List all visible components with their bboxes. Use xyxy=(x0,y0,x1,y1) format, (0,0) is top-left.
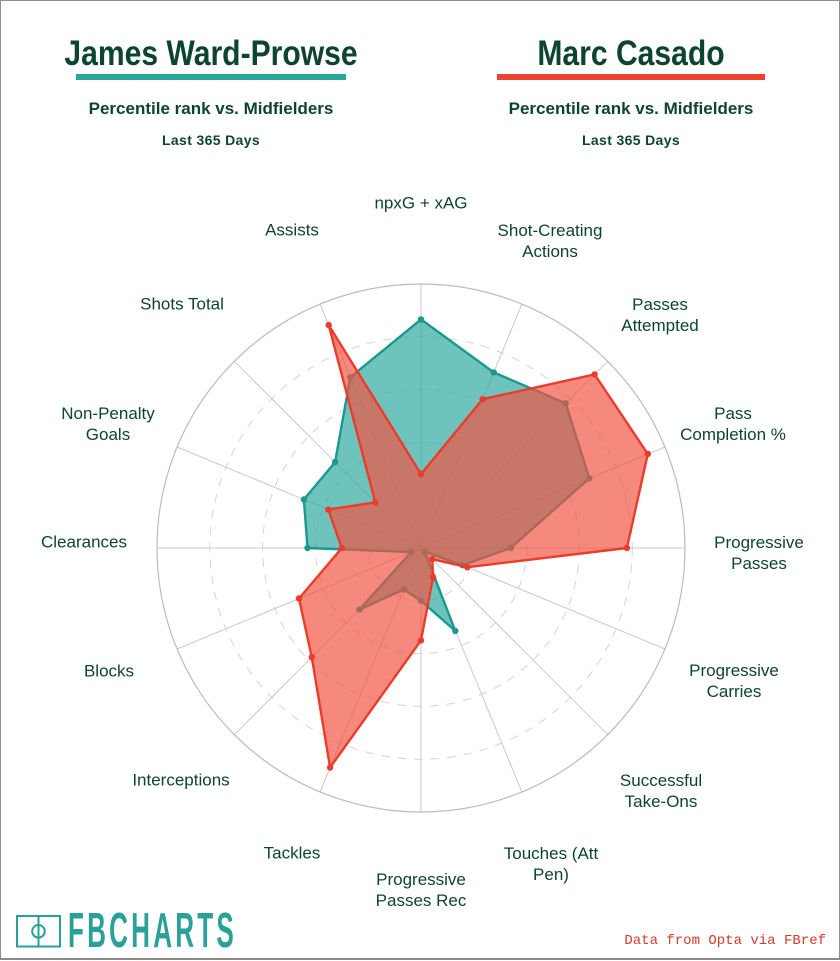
svg-text:FBCHARTS: FBCHARTS xyxy=(68,904,237,958)
